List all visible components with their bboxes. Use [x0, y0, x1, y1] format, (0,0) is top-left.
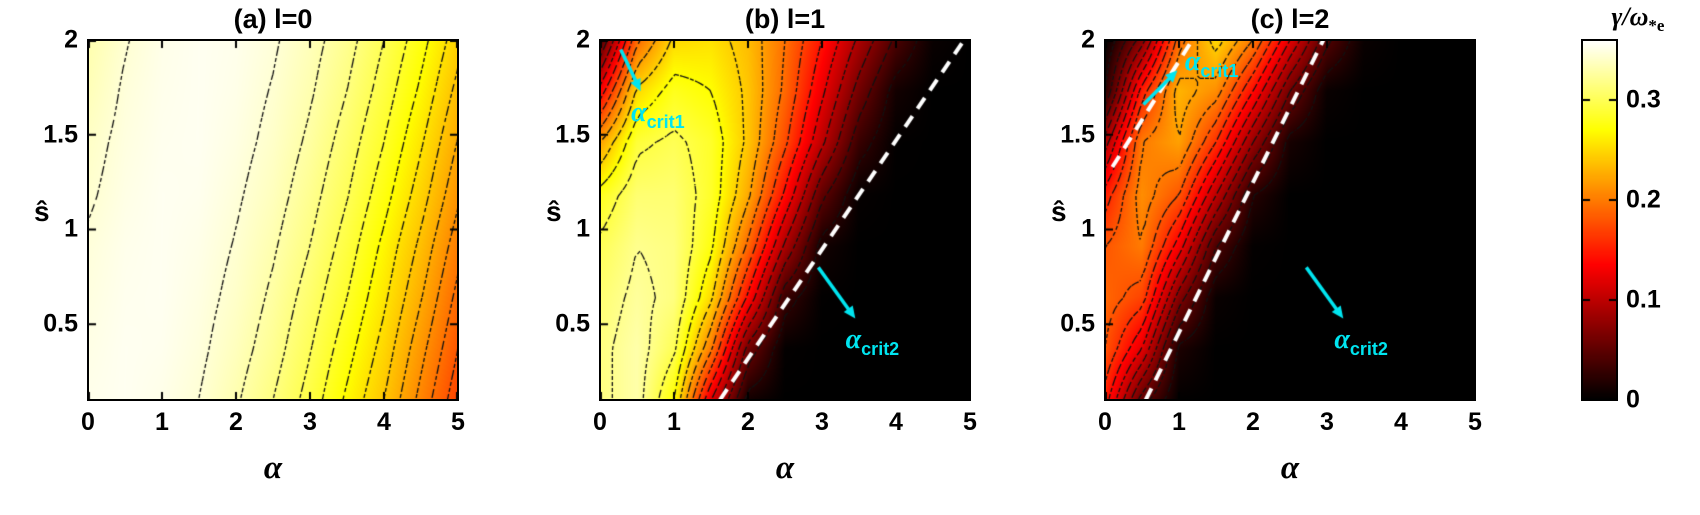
- panel-a-title: (a) l=0: [233, 4, 313, 34]
- x-tick-label: 4: [377, 408, 391, 436]
- x-tick-label: 1: [1172, 408, 1186, 436]
- x-tick-label: 4: [889, 408, 903, 436]
- y-tick-label: 1: [576, 214, 590, 243]
- annotation-alpha-crit2: αcrit2: [1334, 324, 1388, 360]
- alpha-symbol: α: [845, 324, 862, 356]
- x-tick-label: 0: [593, 408, 607, 436]
- panel-c: (c) l=2 ŝ α αcrit1 αcrit2 0 1 2 3 4 5 0.5 1 1.5 2: [1051, 0, 1482, 515]
- gamma-over-omega-symbol: γ/ω: [1611, 2, 1649, 31]
- colorbar: γ/ω*e 0 0.1 0.2 0.3: [1581, 0, 1700, 515]
- panel-c-title: (c) l=2: [1250, 4, 1330, 34]
- annotation-alpha-crit1: αcrit1: [631, 97, 685, 133]
- y-tick-label: 1.5: [1060, 120, 1095, 149]
- colorbar-tick-label: 0.3: [1626, 85, 1661, 114]
- crit1-subscript: crit1: [1200, 60, 1239, 81]
- x-tick-label: 3: [1320, 408, 1334, 436]
- y-tick-label: 0.5: [1060, 309, 1095, 338]
- colorbar-gradient-canvas: [1581, 39, 1618, 401]
- x-tick-label: 3: [815, 408, 829, 436]
- colorbar-tick-label: 0.1: [1626, 285, 1661, 314]
- x-tick-label: 5: [963, 408, 977, 436]
- y-tick-label: 1: [1081, 214, 1095, 243]
- panel-b: (b) l=1 ŝ α αcrit1 αcrit2 0 1 2 3 4 5 0.5 1 1.5 2: [546, 0, 977, 515]
- colorbar-title: γ/ω*e: [1576, 2, 1700, 36]
- alpha-symbol: α: [631, 96, 647, 128]
- x-tick-label: 2: [1246, 408, 1260, 436]
- annotation-alpha-crit1: αcrit1: [1185, 46, 1239, 82]
- x-tick-label: 0: [1098, 408, 1112, 436]
- panel-c-y-axis-label: ŝ: [1051, 196, 1067, 227]
- panel-a: (a) l=0 ŝ α 0 1 2 3 4 5 0.5 1 1.5 2: [34, 0, 465, 515]
- panel-c-heatmap-canvas: [1104, 39, 1476, 401]
- y-tick-label: 0.5: [555, 309, 590, 338]
- panel-b-x-axis-label: α: [775, 450, 795, 486]
- annotation-alpha-crit2: αcrit2: [846, 324, 900, 360]
- x-tick-label: 5: [1468, 408, 1482, 436]
- x-tick-label: 2: [741, 408, 755, 436]
- colorbar-tick-label: 0.2: [1626, 185, 1661, 214]
- crit2-subscript: crit2: [861, 339, 900, 360]
- panel-b-title: (b) l=1: [744, 4, 826, 34]
- y-tick-label: 2: [576, 25, 590, 54]
- x-tick-label: 0: [81, 408, 95, 436]
- y-tick-label: 1: [64, 214, 78, 243]
- alpha-symbol: α: [1334, 324, 1350, 356]
- panel-b-y-axis-label: ŝ: [546, 196, 562, 227]
- x-tick-label: 3: [303, 408, 317, 436]
- x-tick-label: 1: [155, 408, 169, 436]
- y-tick-label: 1.5: [43, 120, 78, 149]
- panel-a-y-axis-label: ŝ: [34, 196, 50, 227]
- panel-b-heatmap-canvas: [599, 39, 971, 401]
- star-e-subscript: *e: [1648, 16, 1665, 35]
- panel-a-heatmap-canvas: [87, 39, 459, 401]
- colorbar-tick-label: 0: [1626, 385, 1640, 414]
- crit2-subscript: crit2: [1349, 339, 1388, 360]
- y-tick-label: 2: [64, 25, 78, 54]
- alpha-symbol: α: [1184, 45, 1201, 77]
- x-tick-label: 1: [667, 408, 681, 436]
- x-tick-label: 4: [1394, 408, 1408, 436]
- crit1-subscript: crit1: [646, 111, 685, 132]
- y-tick-label: 2: [1081, 25, 1095, 54]
- panel-a-x-axis-label: α: [263, 450, 283, 486]
- x-tick-label: 2: [229, 408, 243, 436]
- panel-c-x-axis-label: α: [1280, 450, 1300, 486]
- x-tick-label: 5: [451, 408, 465, 436]
- y-tick-label: 0.5: [43, 309, 78, 338]
- y-tick-label: 1.5: [555, 120, 590, 149]
